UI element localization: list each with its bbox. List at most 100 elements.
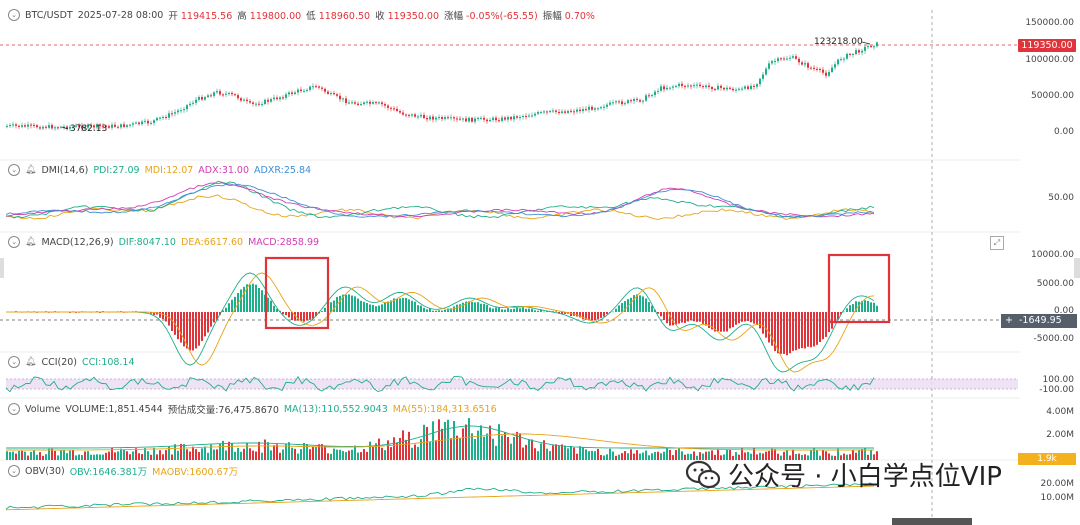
right-edge-handle[interactable] xyxy=(1074,258,1080,278)
macd-bar xyxy=(213,312,215,323)
volume-bar xyxy=(315,446,317,460)
candle xyxy=(105,126,107,128)
volume-bar xyxy=(858,449,860,460)
candle xyxy=(9,125,11,127)
macd-bar xyxy=(507,308,509,312)
volume-bar xyxy=(162,454,164,460)
macd-bar xyxy=(528,308,530,312)
volume-bar xyxy=(99,454,101,460)
volume-bar xyxy=(762,453,764,460)
macd-bar xyxy=(465,301,467,312)
candle xyxy=(579,109,581,112)
macd-bar xyxy=(330,302,332,312)
volume-bar xyxy=(243,448,245,460)
macd-bar xyxy=(342,294,344,312)
candle xyxy=(168,113,170,118)
volume-bar xyxy=(711,450,713,460)
macd-bar xyxy=(297,312,299,321)
dmi-pdi: PDI:27.09 xyxy=(93,164,140,176)
plus-icon[interactable]: + xyxy=(1005,315,1013,326)
collapse-icon[interactable]: ⌄ xyxy=(8,236,20,248)
macd-bar xyxy=(306,312,308,321)
macd-bar xyxy=(798,312,800,349)
candle xyxy=(546,111,548,113)
volume-bar xyxy=(384,450,386,460)
volume-bar xyxy=(783,451,785,460)
candle xyxy=(39,127,41,129)
volume-bar xyxy=(792,449,794,460)
cci-axis-neg100: -100.00 xyxy=(1039,385,1074,395)
volume-bar xyxy=(723,454,725,460)
candle xyxy=(405,114,407,116)
candle xyxy=(663,86,665,90)
volume-bar xyxy=(123,450,125,460)
volume-bar xyxy=(84,451,86,460)
candle xyxy=(501,117,503,121)
volume-bar xyxy=(39,452,41,460)
volume-bar xyxy=(420,439,422,460)
macd-bar xyxy=(498,307,500,312)
volume-bar xyxy=(273,445,275,460)
volume-bar xyxy=(687,453,689,460)
volume-bar xyxy=(309,449,311,460)
candle xyxy=(678,83,680,87)
collapse-icon[interactable]: ⌄ xyxy=(8,465,20,477)
macd-bar xyxy=(216,312,218,320)
candle xyxy=(51,125,53,129)
volume-bar xyxy=(30,451,32,460)
candle xyxy=(660,86,662,91)
volume-bar xyxy=(801,454,803,460)
candle xyxy=(264,99,266,105)
bell-icon[interactable]: 🔔︎ xyxy=(25,165,37,175)
volume-bar xyxy=(171,454,173,460)
high-label: 高 xyxy=(237,11,247,22)
candle xyxy=(741,88,743,90)
macd-bar xyxy=(648,302,650,312)
macd-bar xyxy=(834,312,836,324)
volume-bar xyxy=(705,451,707,460)
macd-bar xyxy=(816,312,818,345)
macd-bar xyxy=(831,312,833,329)
macd-bar xyxy=(120,311,122,312)
candle xyxy=(93,125,95,128)
collapse-icon[interactable]: ⌄ xyxy=(8,164,20,176)
volume-bar xyxy=(225,450,227,460)
candle xyxy=(531,115,533,117)
macd-bar xyxy=(459,304,461,312)
candle xyxy=(18,125,20,127)
macd-bar xyxy=(135,311,137,312)
collapse-icon[interactable]: ⌄ xyxy=(8,403,20,415)
collapse-icon[interactable]: ⌄ xyxy=(8,9,20,21)
bell-icon[interactable]: 🔔︎ xyxy=(25,357,37,367)
price-axis-50000: 50000.00 xyxy=(1031,91,1074,101)
volume-bar xyxy=(738,454,740,460)
candle xyxy=(345,98,347,103)
candle xyxy=(456,118,458,120)
candle xyxy=(567,110,569,113)
volume-bar xyxy=(507,436,509,460)
candle xyxy=(45,126,47,128)
expand-icon[interactable]: ⤢ xyxy=(990,236,1004,250)
macd-bar xyxy=(453,306,455,312)
bell-icon[interactable]: 🔔︎ xyxy=(25,237,37,247)
volume-bar xyxy=(366,451,368,460)
collapse-icon[interactable]: ⌄ xyxy=(8,356,20,368)
candle xyxy=(834,64,836,68)
volume-bar xyxy=(849,454,851,460)
macd-bar xyxy=(867,300,869,312)
volume-bar xyxy=(147,451,149,460)
volume-bar xyxy=(306,444,308,460)
volume-bar xyxy=(330,453,332,460)
scroll-bar[interactable] xyxy=(892,518,972,525)
volume-bar xyxy=(486,433,488,460)
candle xyxy=(435,117,437,120)
volume-axis-4m: 4.00M xyxy=(1046,407,1074,417)
macd-bar xyxy=(642,296,644,312)
macd-bar xyxy=(276,308,278,312)
macd-bar xyxy=(723,312,725,332)
left-edge-handle[interactable] xyxy=(0,258,4,278)
candle xyxy=(624,103,626,105)
dmi-adxr-line xyxy=(5,183,875,218)
candle xyxy=(843,58,845,60)
